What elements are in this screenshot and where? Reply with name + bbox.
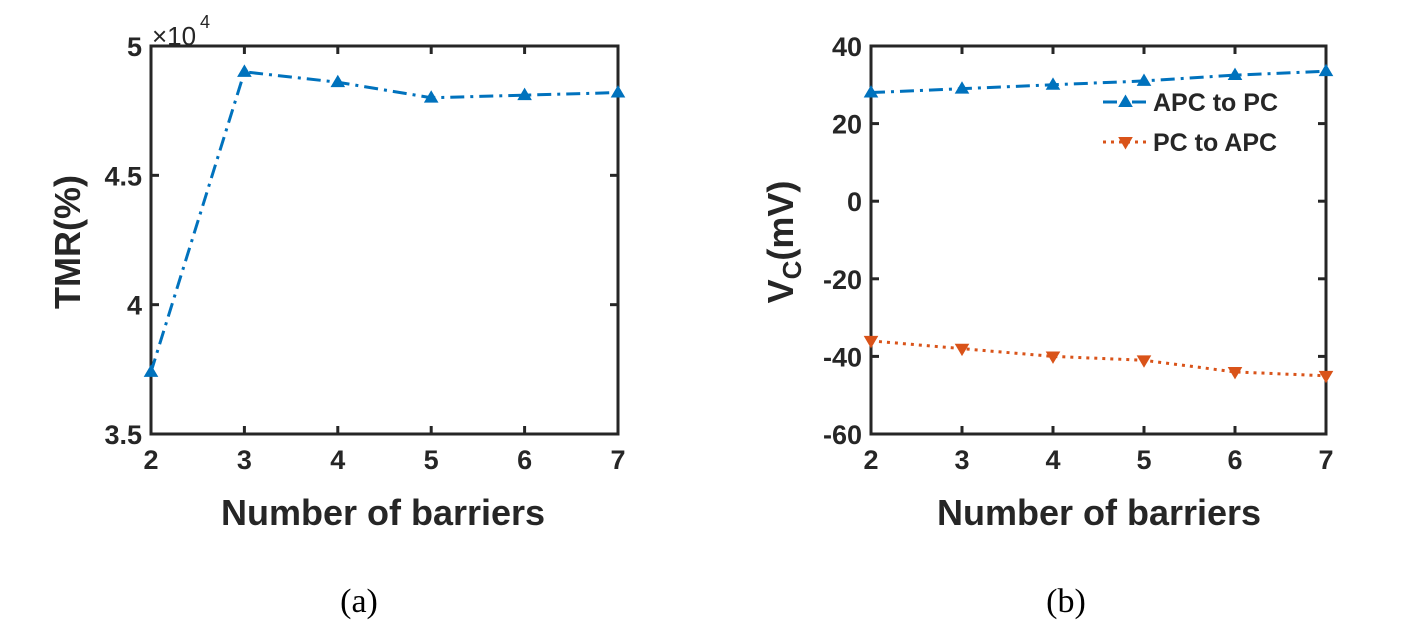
data-point-b-0-3 <box>1136 73 1152 86</box>
x-tick-label-b-4: 6 <box>1227 445 1242 475</box>
x-tick-label-a-0: 2 <box>143 445 158 475</box>
legend-marker-1 <box>1118 137 1133 150</box>
x-tick-label-a-4: 6 <box>517 445 532 475</box>
y-exponent-power-a: 4 <box>200 12 210 32</box>
x-axis-label-a: Number of barriers <box>221 492 545 533</box>
plot-area-b: 2 3 4 5 6 7 -60 -40 -20 0 20 40 <box>823 32 1334 475</box>
y-tick-label-a-3: 5 <box>127 32 142 62</box>
svg-text:VC(mV): VC(mV) <box>760 181 807 304</box>
data-point-b-0-1 <box>954 81 970 94</box>
chart-panel-a: 2 3 4 5 6 73.544.55 ×10 4 Number of barriers … <box>47 12 626 620</box>
data-point-b-1-0 <box>863 335 879 349</box>
y-tick-label-b-4: 20 <box>832 110 862 140</box>
x-axis-label-b: Number of barriers <box>937 492 1261 533</box>
series-line-b-1 <box>870 339 1327 378</box>
y-tick-label-a-0: 3.5 <box>104 420 142 450</box>
y-tick-label-b-0: -60 <box>823 420 862 450</box>
y-axis-label-b-unit: (mV) <box>760 181 801 261</box>
plot-area-a: 2 3 4 5 6 7 3.5 4 4.5 5 <box>104 32 625 475</box>
data-point-b-0-5 <box>1318 63 1334 77</box>
x-tick-label-b-3: 5 <box>1136 445 1151 475</box>
data-point-b-0-4 <box>1227 67 1243 81</box>
data-point-b-1-2 <box>1045 351 1061 364</box>
x-tick-label-a-1: 3 <box>237 445 252 475</box>
x-tick-label-b-1: 3 <box>954 445 969 475</box>
y-tick-label-a-2: 4.5 <box>104 161 142 191</box>
legend-marker-0 <box>1118 94 1133 107</box>
legend-label-0: APC to PC <box>1153 89 1278 117</box>
y-tick-label-b-5: 40 <box>832 32 862 62</box>
y-tick-label-b-1: -40 <box>823 342 862 372</box>
y-axis-label-a: TMR(%) <box>47 175 88 309</box>
data-point-a-0-5 <box>610 85 626 98</box>
legend-label-1: PC to APC <box>1153 129 1277 157</box>
series-line-a-0 <box>149 70 619 373</box>
axes-box-b <box>869 44 1328 436</box>
data-point-b-1-4 <box>1227 366 1243 380</box>
y-tick-label-b-2: -20 <box>823 265 862 295</box>
data-point-b-0-2 <box>1045 77 1061 90</box>
y-axis-label-b: VC(mV) <box>760 181 807 304</box>
x-tick-label-a-2: 4 <box>330 445 345 475</box>
y-tick-label-b-3: 0 <box>847 187 862 217</box>
panel-caption-b: (b) <box>1046 583 1086 620</box>
series-line-b-0 <box>870 69 1327 95</box>
x-tick-label-a-3: 5 <box>424 445 439 475</box>
y-axis-label-b-sub: C <box>777 260 807 279</box>
data-point-a-0-2 <box>330 74 346 88</box>
data-point-b-0-0 <box>863 85 879 98</box>
data-point-a-0-4 <box>517 87 532 101</box>
x-tick-label-b-0: 2 <box>863 445 878 475</box>
data-point-a-0-3 <box>423 90 439 103</box>
x-tick-label-b-5: 7 <box>1318 445 1333 475</box>
data-point-a-0-1 <box>237 64 252 77</box>
data-point-b-1-3 <box>1136 355 1152 368</box>
data-point-a-0-0 <box>143 364 159 377</box>
panel-caption-a: (a) <box>340 583 378 620</box>
x-tick-label-b-2: 4 <box>1045 445 1060 475</box>
data-point-b-1-1 <box>954 343 970 357</box>
x-tick-label-a-5: 7 <box>610 445 625 475</box>
legend-b: APC to PC PC to APC <box>1103 89 1278 157</box>
data-point-b-1-5 <box>1318 370 1334 384</box>
y-exponent-label-a: ×10 <box>152 21 196 51</box>
y-axis-label-b-main: V <box>760 279 801 303</box>
y-tick-label-a-1: 4 <box>127 291 142 321</box>
axes-box-a <box>149 44 620 436</box>
